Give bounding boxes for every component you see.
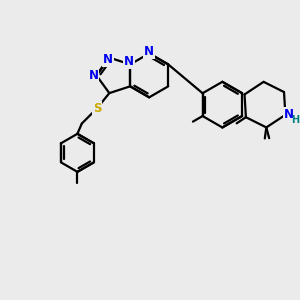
Text: N: N (103, 53, 113, 66)
Text: N: N (124, 55, 134, 68)
Text: N: N (284, 108, 294, 121)
Text: H: H (292, 115, 300, 125)
Text: S: S (93, 102, 101, 115)
Text: N: N (88, 69, 98, 82)
Text: N: N (144, 46, 154, 59)
